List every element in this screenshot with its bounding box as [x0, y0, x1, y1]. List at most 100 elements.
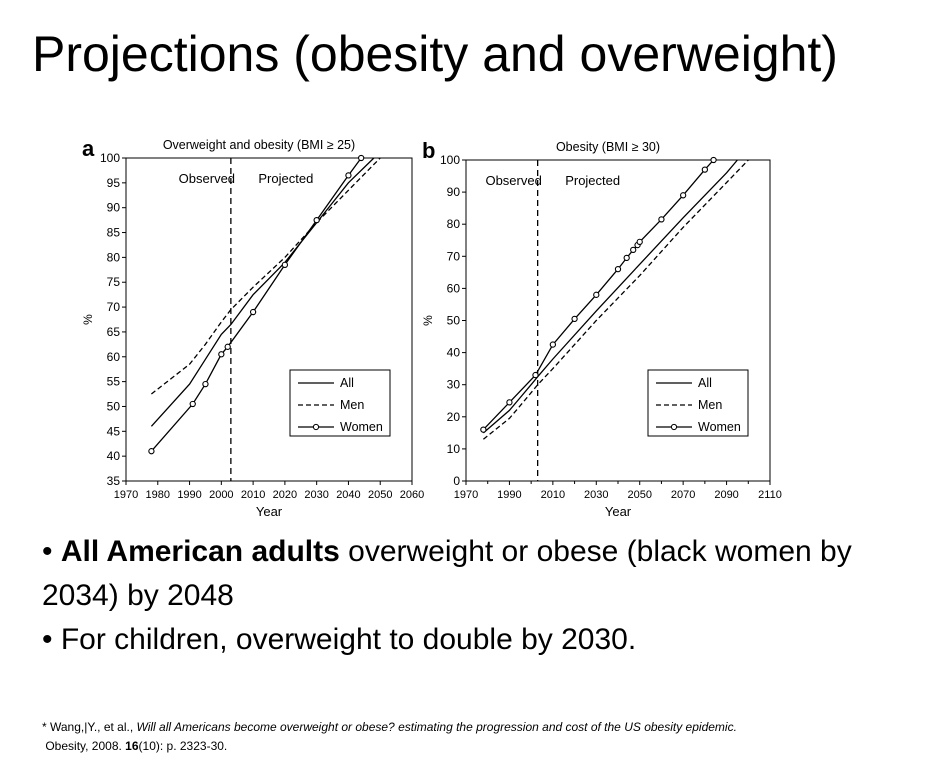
y-tick-label: 35: [107, 474, 121, 488]
plot-frame: [125, 157, 413, 482]
bullet-item-1-bold: All American adults: [60, 535, 340, 568]
data-point-women: [480, 426, 487, 433]
x-tick-label: 2010: [541, 489, 565, 501]
y-tick-label: 100: [100, 151, 120, 165]
chart-a-overweight-obesity: 35 40 45 50 55 60 65 70 75 80 85 90 95 100 1970 1980 199…: [81, 136, 424, 519]
series-line-all: [482, 159, 738, 434]
y-tick-label: 95: [107, 176, 121, 190]
data-point-women: [506, 399, 513, 406]
legend-box: [647, 369, 749, 437]
y-tick-label: 30: [447, 378, 461, 392]
bullet-item-1: • All American adults overweight or obes…: [42, 535, 852, 612]
x-tick-label: 2050: [368, 489, 392, 501]
x-axis-label: Year: [605, 504, 632, 519]
x-tick-label: 2060: [400, 489, 424, 501]
series-line-women: [150, 157, 362, 452]
series-line-all: [150, 157, 375, 427]
region-label-observed: Observed: [179, 171, 235, 186]
bullet-list: • All American adults overweight or obes…: [42, 530, 902, 662]
legend-label-men: Men: [698, 398, 722, 412]
data-point-women: [358, 154, 365, 162]
y-tick-label: 90: [107, 201, 121, 215]
y-tick-label: 85: [107, 226, 121, 240]
y-tick-label: 80: [447, 217, 461, 231]
x-tick-label: 1990: [497, 489, 521, 501]
data-point-women: [189, 400, 196, 408]
y-tick-label: 100: [440, 153, 460, 167]
data-point-women: [249, 308, 257, 316]
region-label-observed: Observed: [485, 173, 541, 188]
x-tick-label: 1970: [454, 489, 478, 501]
legend-box: [289, 369, 391, 437]
y-tick-label: 40: [447, 346, 461, 360]
data-point-women: [710, 156, 717, 164]
citation-article-title: Will all Americans become overweight or …: [136, 720, 737, 734]
data-point-women: [218, 351, 225, 358]
y-tick-label: 50: [447, 314, 461, 328]
y-tick-label: 50: [107, 399, 121, 413]
data-point-women: [571, 315, 578, 323]
y-tick-label: 90: [447, 185, 461, 199]
x-tick-label: 2050: [627, 489, 651, 501]
legend-label-men: Men: [340, 398, 364, 412]
y-tick-label: 40: [107, 449, 121, 463]
x-tick-label: 2030: [304, 489, 328, 501]
citation-line-2: Obesity, 2008. 16(10): p. 2323-30.: [45, 739, 228, 753]
data-point-women: [532, 371, 539, 379]
citation-line-1: * Wang,|Y., et al., Will all Americans b…: [42, 720, 737, 734]
data-point-women: [281, 261, 289, 268]
y-axis-label: %: [421, 315, 435, 326]
x-tick-label: 2020: [273, 489, 297, 501]
data-point-women: [202, 380, 209, 388]
data-point-women: [658, 216, 665, 223]
y-tick-label: 80: [107, 250, 121, 264]
data-point-women: [701, 166, 709, 173]
citation-volume: 16: [125, 739, 139, 753]
y-tick-label: 65: [107, 325, 121, 339]
y-axis-label: %: [81, 314, 95, 325]
legend-label-women: Women: [340, 420, 383, 434]
y-tick-label: 60: [447, 281, 461, 295]
x-tick-label: 1990: [177, 489, 201, 501]
x-tick-label: 2110: [758, 489, 782, 501]
y-tick-label: 60: [107, 350, 121, 364]
legend-label-all: All: [340, 376, 354, 390]
x-tick-label: 2090: [714, 489, 738, 501]
data-point-women: [623, 254, 630, 262]
data-point-women: [148, 448, 155, 455]
y-tick-label: 45: [107, 424, 121, 438]
legend-label-all: All: [698, 376, 712, 390]
data-point-women: [224, 343, 231, 350]
y-tick-label: 10: [447, 442, 461, 456]
y-tick-label: 0: [453, 474, 460, 488]
bullet-item-2: • For children, overweight to double by …: [42, 623, 637, 656]
x-tick-label: 2030: [584, 489, 608, 501]
data-point-women: [313, 216, 320, 224]
data-point-women: [630, 246, 637, 254]
data-point-women: [345, 172, 352, 179]
legend-marker-women: [312, 423, 320, 431]
x-axis-label: Year: [256, 504, 283, 519]
data-point-women: [593, 291, 600, 298]
y-tick-label: 55: [107, 375, 121, 389]
x-tick-label: 1970: [114, 489, 138, 501]
series-line-men: [482, 159, 749, 440]
y-tick-label: 20: [447, 410, 461, 424]
region-label-projected: Projected: [565, 173, 620, 188]
y-tick-label: 75: [107, 275, 121, 289]
data-point-women: [636, 238, 643, 246]
x-tick-label: 2070: [671, 489, 695, 501]
region-label-projected: Projected: [258, 171, 313, 186]
chart-title: Overweight and obesity (BMI ≥ 25): [163, 138, 355, 152]
legend-marker-women: [670, 423, 678, 431]
data-point-women: [679, 192, 687, 199]
x-tick-label: 1980: [146, 489, 170, 501]
data-point-women: [614, 265, 622, 273]
bullet-item-1-text: overweight or obese (black women by 2034…: [42, 535, 852, 612]
x-tick-label: 2000: [209, 489, 233, 501]
series-line-men: [151, 157, 381, 395]
citation: * Wang,|Y., et al., Will all Americans b…: [42, 718, 737, 756]
data-point-women: [549, 341, 557, 348]
y-tick-label: 70: [107, 300, 121, 314]
